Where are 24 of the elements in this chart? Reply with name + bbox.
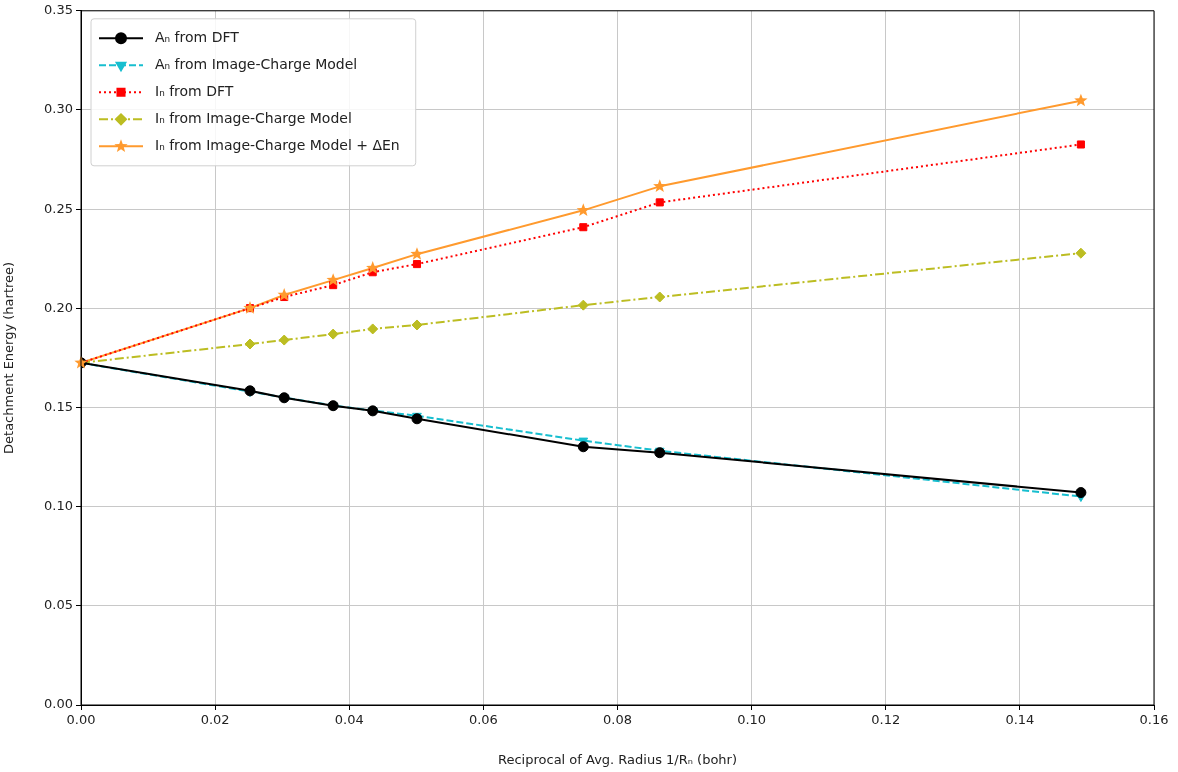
y-tick-label: 0.00	[44, 696, 73, 712]
y-tick-label: 0.30	[44, 101, 73, 117]
x-tick-label: 0.02	[200, 712, 230, 728]
legend-label: Iₙ from DFT	[155, 82, 234, 99]
y-tick-label: 0.25	[44, 200, 73, 216]
x-tick-label: 0.06	[468, 712, 498, 728]
legend-label: Aₙ from Image-Charge Model	[155, 55, 358, 72]
x-tick-label: 0.10	[737, 712, 767, 728]
y-tick-label: 0.05	[44, 597, 73, 613]
x-tick-label: 0.14	[1005, 712, 1035, 728]
x-tick-label: 0.00	[66, 712, 96, 728]
x-axis-title: Reciprocal of Avg. Radius 1/Rₙ (bohr)	[498, 751, 737, 767]
x-tick-label: 0.08	[603, 712, 632, 728]
legend-label: Iₙ from Image-Charge Model + ΔEn	[155, 136, 400, 153]
y-tick-label: 0.35	[44, 2, 73, 18]
y-tick-label: 0.15	[44, 398, 73, 414]
y-tick-label: 0.20	[44, 299, 73, 315]
legend-label: Iₙ from Image-Charge Model	[155, 109, 352, 126]
x-tick-label: 0.04	[334, 712, 364, 728]
y-tick-label: 0.10	[44, 498, 73, 514]
legend-label: Aₙ from DFT	[155, 28, 240, 45]
x-tick-label: 0.16	[1139, 712, 1169, 728]
y-axis-title: Detachment Energy (hartree)	[1, 261, 17, 454]
x-tick-label: 0.12	[871, 712, 901, 728]
